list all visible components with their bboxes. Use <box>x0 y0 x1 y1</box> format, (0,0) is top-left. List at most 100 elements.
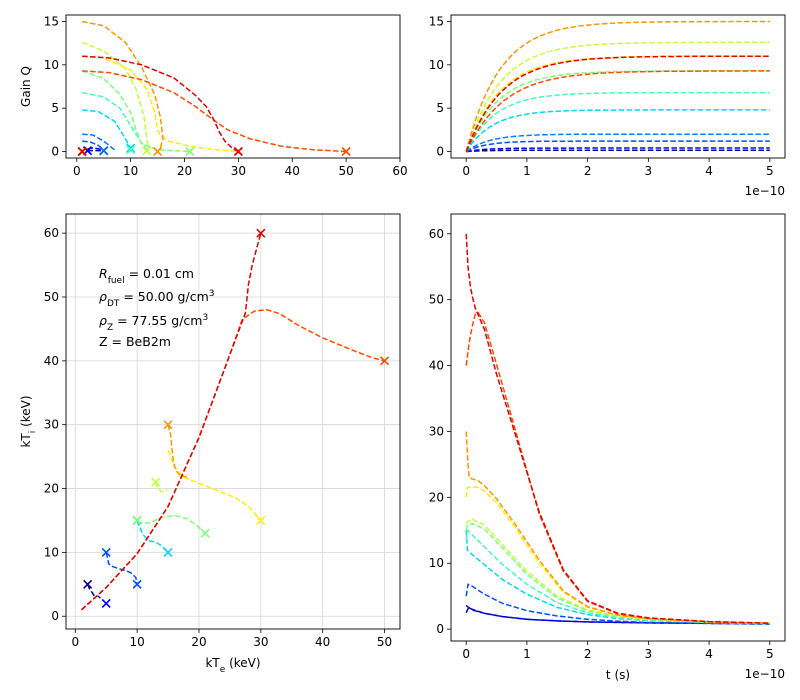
x-tick-label: 10 <box>123 164 138 178</box>
x-axis-label: t (s) <box>606 668 630 682</box>
x-tick-label: 1 <box>523 164 531 178</box>
series-group <box>80 233 385 611</box>
y-tick-label: 5 <box>51 101 59 115</box>
series-end-marker-8 <box>142 146 152 156</box>
y-tick-label: 0 <box>51 609 59 623</box>
series-end-marker-9 <box>379 356 390 366</box>
x-tick-label: 10 <box>129 635 144 649</box>
x-tick-label: 20 <box>177 164 192 178</box>
annotation-z: Z = BeB2m <box>99 334 171 349</box>
x-tick-label: 40 <box>285 164 300 178</box>
x-tick-label: 2 <box>584 164 592 178</box>
series-group <box>465 233 770 625</box>
y-tick-label: 10 <box>44 58 59 72</box>
y-tick-label: 40 <box>44 354 59 368</box>
series-start-marker-1 <box>83 579 93 589</box>
series-start-marker-5 <box>132 515 142 526</box>
series-line-5 <box>136 514 206 534</box>
series-line-11 <box>82 70 347 153</box>
series-line-5 <box>465 528 770 625</box>
annotation-rho-dt: ρDT = 50.00 g/cm3 <box>99 289 214 309</box>
series-line-1 <box>465 606 770 625</box>
x-tick-label: 1 <box>523 647 531 661</box>
series-end-marker-10 <box>153 146 163 157</box>
x-tick-label: 3 <box>645 647 653 661</box>
series-end-marker-5 <box>200 528 210 538</box>
y-tick-label: 15 <box>44 15 59 29</box>
x-offset-label: 1e−10 <box>745 667 785 681</box>
series-line-10 <box>465 311 770 624</box>
x-tick-label: 50 <box>338 164 353 178</box>
series-line-12 <box>465 55 770 152</box>
series-end-marker-7 <box>185 146 195 157</box>
x-axis-label: kTe (keV) <box>205 656 260 675</box>
series-end-marker-11 <box>341 146 351 157</box>
x-tick-label: 60 <box>392 164 407 178</box>
series-line-8 <box>81 41 150 150</box>
y-tick-label: 30 <box>429 424 444 438</box>
series-line-6 <box>154 481 168 493</box>
series-end-marker-6 <box>126 145 136 155</box>
y-tick-label: 0 <box>436 622 444 636</box>
series-line-1 <box>86 584 96 598</box>
axes-frame <box>65 213 401 630</box>
series-line-11 <box>465 233 770 624</box>
x-tick-label: 3 <box>645 164 653 178</box>
series-line-8 <box>167 424 187 478</box>
x-tick-label: 40 <box>315 635 330 649</box>
x-tick-label: 20 <box>191 635 206 649</box>
annotation-radius: Rfuel = 0.01 cm <box>99 266 194 286</box>
y-tick-label: 10 <box>44 545 59 559</box>
axes-frame <box>450 213 786 642</box>
axes-frame <box>65 14 401 159</box>
x-tick-label: 0 <box>71 635 79 649</box>
axes-frame <box>450 14 786 159</box>
series-end-marker-4 <box>99 146 109 156</box>
x-tick-label: 2 <box>584 647 592 661</box>
series-line-9 <box>465 431 770 624</box>
y-tick-label: 10 <box>429 58 444 72</box>
y-tick-label: 30 <box>44 418 59 432</box>
series-line-8 <box>465 41 770 152</box>
y-tick-label: 15 <box>429 15 444 29</box>
series-line-12 <box>82 55 239 153</box>
series-end-marker-4 <box>163 547 173 557</box>
series-line-7 <box>167 449 262 521</box>
series-line-7 <box>465 518 770 624</box>
series-start-marker-3 <box>101 547 111 557</box>
annotation-rho-z: ρZ = 77.55 g/cm3 <box>99 313 208 333</box>
x-tick-label: 0 <box>462 647 470 661</box>
y-tick-label: 0 <box>51 145 59 159</box>
series-line-2 <box>466 147 770 153</box>
series-line-4 <box>465 133 770 153</box>
x-tick-label: 0 <box>462 164 470 178</box>
y-tick-label: 50 <box>429 293 444 307</box>
series-line-4 <box>82 133 115 151</box>
y-tick-label: 10 <box>429 556 444 570</box>
series-end-marker-12 <box>233 146 243 157</box>
series-line-5 <box>82 109 132 149</box>
y-tick-label: 60 <box>429 227 444 241</box>
y-tick-label: 5 <box>436 101 444 115</box>
x-tick-label: 0 <box>73 164 81 178</box>
series-line-6 <box>465 522 770 625</box>
y-tick-label: 20 <box>429 490 444 504</box>
series-start-marker-8 <box>163 420 173 430</box>
x-tick-label: 4 <box>705 164 713 178</box>
series-end-marker-5 <box>126 143 136 153</box>
x-tick-label: 30 <box>231 164 246 178</box>
series-line-10 <box>82 20 164 152</box>
subplot-3: 0 10 20 30 40 50 0 10 20 30 40 50 60 kTe (keV) kTi (ke… <box>19 213 401 675</box>
x-tick-label: 4 <box>705 647 713 661</box>
series-line-3 <box>105 552 138 585</box>
series-line-1 <box>466 149 770 153</box>
series-line-4 <box>465 530 770 625</box>
series-end-marker-3 <box>132 579 142 589</box>
y-tick-label: 0 <box>436 145 444 159</box>
y-axis-label: Gain Q <box>19 66 33 107</box>
series-start-marker-2 <box>101 598 111 609</box>
series-start-marker-12 <box>77 146 87 157</box>
series-line-6 <box>82 91 148 151</box>
y-tick-label: 50 <box>44 290 59 304</box>
